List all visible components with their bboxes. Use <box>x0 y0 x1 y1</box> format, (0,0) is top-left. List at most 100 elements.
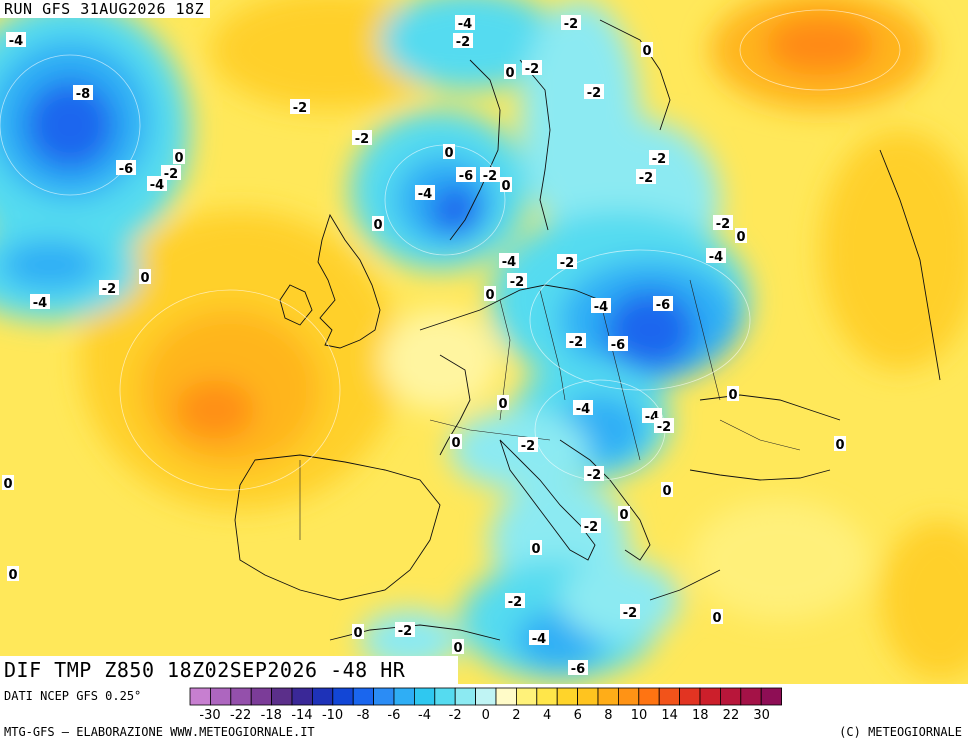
legend-color-box <box>618 687 640 706</box>
isotherm-label: -6 <box>611 338 625 353</box>
legend-tick-label: -18 <box>261 708 282 723</box>
isotherm-label: -2 <box>508 595 522 610</box>
isotherm-label: -6 <box>459 169 473 184</box>
isotherm-label-bg <box>711 609 723 624</box>
legend-color-box <box>413 687 436 706</box>
color-legend: -30 -22 -18 -14 -10 -8 -6 -4 -2 0 2 4 6 8 10 14 18 22 30 <box>189 687 783 723</box>
isotherm-label-bg <box>706 248 726 263</box>
isotherm-label-bg <box>352 130 372 145</box>
isotherm-label: -2 <box>525 62 539 77</box>
legend-tick-label: 18 <box>692 708 709 723</box>
legend-color-box <box>332 687 354 706</box>
isotherm-label: -4 <box>33 296 47 311</box>
isotherm-label-bg <box>727 386 739 401</box>
isotherm-label-bg <box>522 60 542 75</box>
isotherm-label-bg <box>116 160 136 175</box>
isotherm-label-bg <box>735 228 747 243</box>
isotherm-label-bg <box>568 660 588 675</box>
isotherm-label: 0 <box>174 151 183 166</box>
isotherm-label: -2 <box>164 167 178 182</box>
isotherm-label-bg <box>641 42 653 57</box>
legend-color-box <box>271 687 293 706</box>
coastlines <box>234 19 941 641</box>
legend-color-box <box>434 687 456 706</box>
legend-color-box <box>311 687 334 706</box>
isotherm-label: 0 <box>353 626 362 641</box>
legend-color-box <box>516 687 538 706</box>
legend-tick-label: -6 <box>387 708 400 723</box>
isotherm-label: -2 <box>560 256 574 271</box>
isotherm-label-bg <box>443 144 455 159</box>
isotherm-label: -2 <box>587 468 601 483</box>
isotherm-label-bg <box>395 622 415 637</box>
isotherm-label: 0 <box>498 397 507 412</box>
isotherm-label: -2 <box>293 101 307 116</box>
isotherm-label: -4 <box>709 250 723 265</box>
legend-color-box <box>373 687 395 706</box>
isotherm-label-bg <box>713 215 733 230</box>
isotherm-label-bg <box>608 336 628 351</box>
isotherm-label-bg <box>573 400 593 415</box>
legend-color-box <box>658 687 681 706</box>
isotherm-label: -2 <box>657 420 671 435</box>
isotherm-label: 0 <box>373 218 382 233</box>
isotherm-label: -6 <box>571 662 585 677</box>
isotherm-label-bg <box>507 273 527 288</box>
credit-left: MTG-GFS — ELABORAZIONE WWW.METEOGIORNALE… <box>4 725 315 739</box>
isotherm-label: -6 <box>656 298 670 313</box>
run-label: RUN GFS 31AUG2026 18Z <box>0 0 211 18</box>
map-title: DIF TMP Z850 18Z02SEP2026 -48 HR <box>0 656 458 684</box>
isotherm-label: -4 <box>594 300 608 315</box>
isotherm-label: 0 <box>453 641 462 656</box>
legend-tick-label: -22 <box>230 708 251 723</box>
legend-color-box <box>740 687 762 706</box>
legend-tick-label: -10 <box>322 708 343 723</box>
isotherm-label-bg <box>6 32 26 47</box>
isotherm-label: -2 <box>584 520 598 535</box>
legend-tick-label: -4 <box>418 708 431 723</box>
isotherm-label-bg <box>173 149 185 164</box>
isotherm-label-bg <box>455 15 475 30</box>
credit-right: (C) METEOGIORNALE <box>839 725 962 739</box>
isotherm-label-bg <box>450 434 462 449</box>
isotherm-label-bg <box>649 150 669 165</box>
isotherm-label: 0 <box>736 230 745 245</box>
legend-tick-label: 8 <box>604 708 612 723</box>
legend-color-box <box>556 687 579 706</box>
isotherm-label: -2 <box>623 606 637 621</box>
isotherm-label-bg <box>147 176 167 191</box>
isotherm-label: -2 <box>102 282 116 297</box>
isotherm-label: 0 <box>505 66 514 81</box>
isotherm-label: -4 <box>418 187 432 202</box>
isotherm-label: 0 <box>642 44 651 59</box>
legend-color-box <box>597 687 619 706</box>
legend-color-box <box>209 687 232 706</box>
isotherm-label: 0 <box>619 508 628 523</box>
legend-color-box <box>577 687 599 706</box>
legend-tick-label: 30 <box>753 708 770 723</box>
isotherm-label-bg <box>834 436 846 451</box>
isotherm-label: 0 <box>835 438 844 453</box>
isotherm-label: -2 <box>716 217 730 232</box>
isotherm-label-bg <box>30 294 50 309</box>
isotherm-label: -4 <box>150 178 164 193</box>
legend-color-box <box>250 687 272 706</box>
isotherm-label: 0 <box>140 271 149 286</box>
isotherm-label-bg <box>584 466 604 481</box>
isotherm-label-bg <box>352 624 364 639</box>
isotherm-label: -2 <box>587 86 601 101</box>
isotherm-label-bg <box>73 85 93 100</box>
isotherm-label: -2 <box>521 439 535 454</box>
legend-color-box <box>393 687 415 706</box>
isotherm-label-bg <box>530 540 542 555</box>
legend-tick-label: -30 <box>199 708 220 723</box>
isotherm-label-bg <box>561 15 581 30</box>
legend-color-box <box>760 687 783 706</box>
isotherm-label: 0 <box>501 179 510 194</box>
isotherm-label-bg <box>415 185 435 200</box>
isotherm-label-bg <box>618 506 630 521</box>
legend-tick-label: 4 <box>543 708 551 723</box>
isotherm-label: 0 <box>451 436 460 451</box>
isotherm-labels: -4-8-6 -2-40-2-4-20-4-2-20-20-2-20-6 -20-4… <box>2 15 846 677</box>
isotherm-label: 0 <box>712 611 721 626</box>
